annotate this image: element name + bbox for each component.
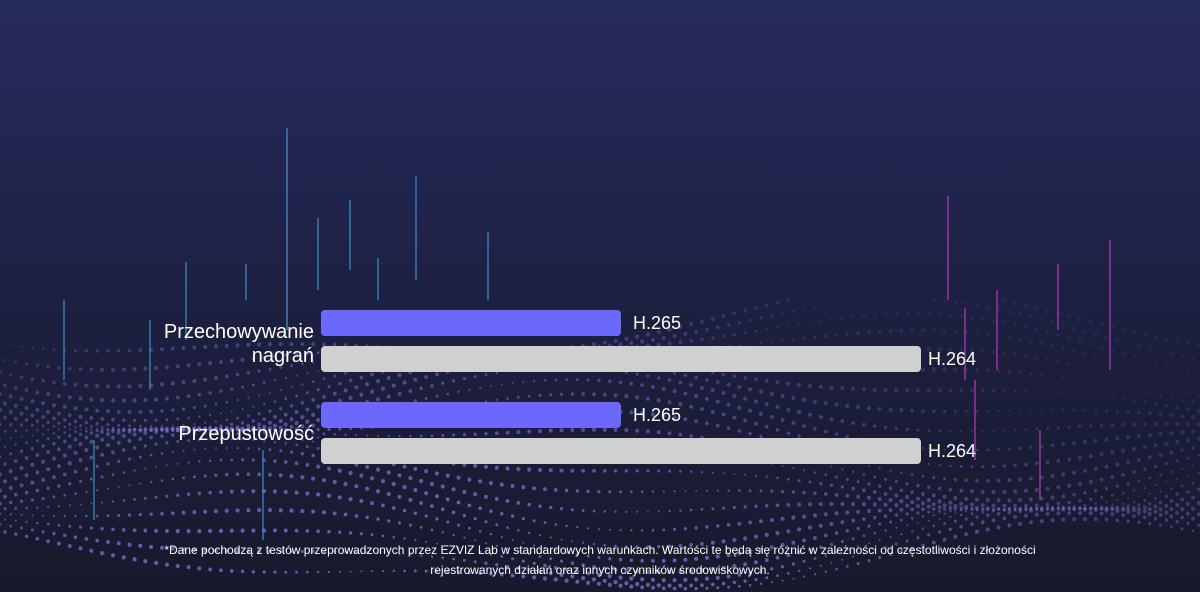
footnote: *Dane pochodzą z testów przeprowadzonych… (164, 543, 1036, 577)
bar-label-bandwidth-h265: H.265 (633, 405, 682, 425)
category-label-storage: Przechowywanie nagrań (163, 321, 314, 367)
bar-storage-h264 (321, 346, 921, 372)
category-label-bandwidth: Przepustowość (178, 423, 314, 445)
bar-label-storage-h265: H.265 (633, 313, 682, 333)
bar-bandwidth-h264 (321, 438, 921, 464)
bar-label-bandwidth-h264: H.264 (928, 441, 977, 461)
bar-bandwidth-h265 (321, 402, 621, 428)
bar-storage-h265 (321, 310, 621, 336)
bar-label-storage-h264: H.264 (928, 349, 977, 369)
